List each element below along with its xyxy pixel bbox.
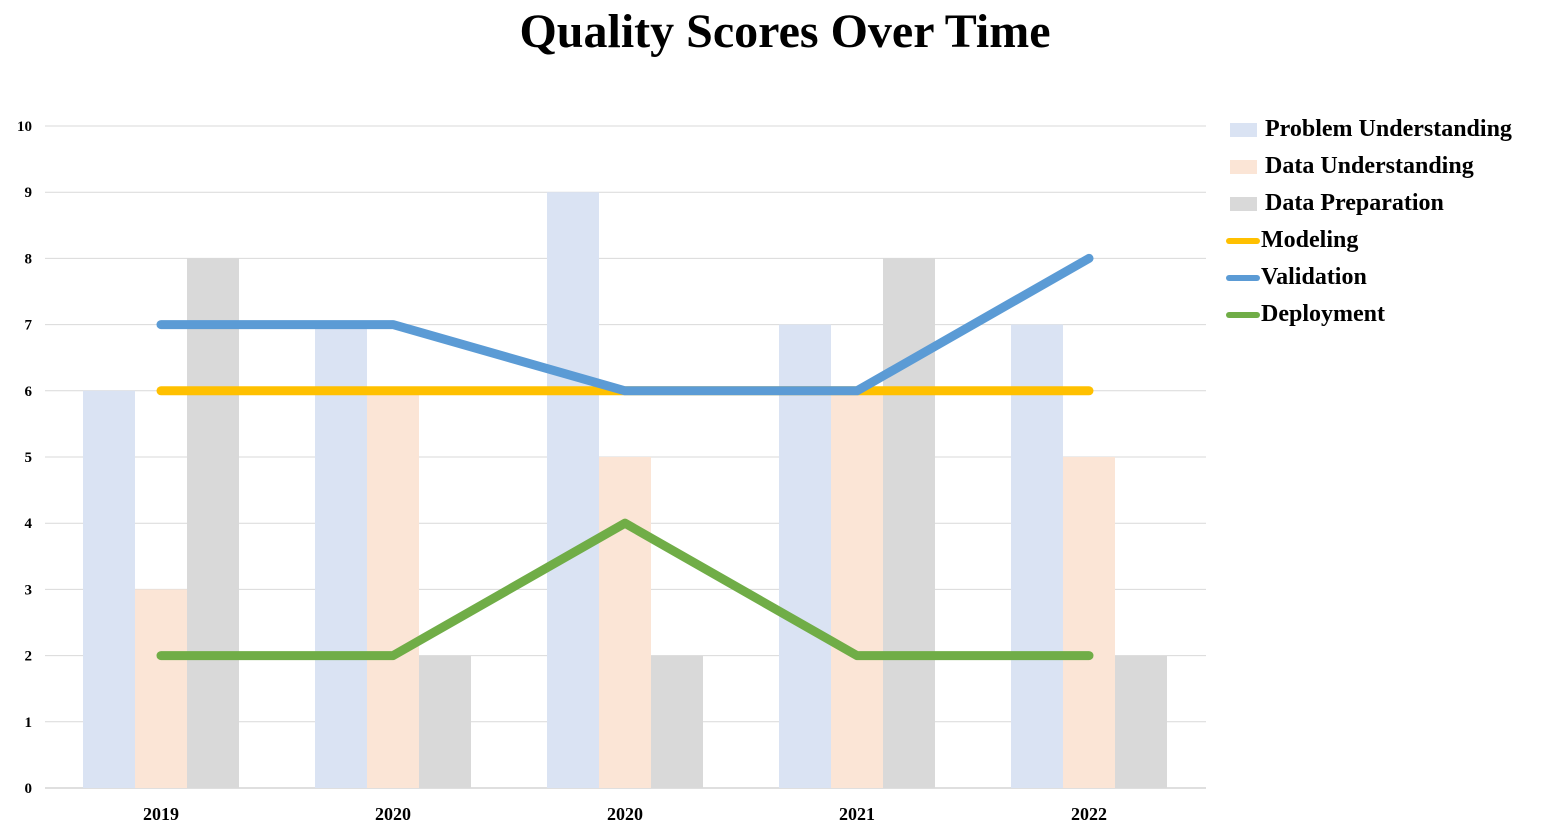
bar-marks <box>83 192 1167 788</box>
line-deployment <box>156 518 1094 661</box>
bar-problem-understanding-4 <box>1011 324 1063 788</box>
x-tick-1: 2020 <box>375 804 411 824</box>
legend-label: Data Preparation <box>1265 190 1444 216</box>
y-tick-10: 10 <box>17 119 32 135</box>
legend-label: Problem Understanding <box>1265 116 1512 142</box>
bar-data-preparation-0 <box>187 258 239 788</box>
y-tick-2: 2 <box>25 649 33 665</box>
legend-item-modeling: Modeling <box>1226 222 1512 259</box>
legend: Problem Understanding Data Understanding D… <box>1226 111 1512 333</box>
bar-data-understanding-2 <box>599 457 651 788</box>
bar-data-preparation-1 <box>419 655 471 788</box>
line-marks <box>156 253 1094 661</box>
y-tick-5: 5 <box>25 450 33 466</box>
y-tick-1: 1 <box>25 715 33 731</box>
legend-item-validation: Validation <box>1226 259 1512 296</box>
y-tick-4: 4 <box>25 516 33 532</box>
y-tick-9: 9 <box>25 185 33 201</box>
legend-swatch <box>1226 311 1260 318</box>
legend-swatch <box>1230 159 1257 174</box>
bar-data-understanding-1 <box>367 390 419 788</box>
legend-item-problem-understanding: Problem Understanding <box>1226 111 1512 148</box>
x-tick-4: 2022 <box>1071 804 1107 824</box>
legend-swatch <box>1226 274 1260 281</box>
legend-item-data-preparation: Data Preparation <box>1226 185 1512 222</box>
chart-title: Quality Scores Over Time <box>519 5 1051 58</box>
y-tick-7: 7 <box>25 318 33 334</box>
legend-swatch <box>1226 237 1260 244</box>
bar-data-preparation-3 <box>883 258 935 788</box>
bar-data-understanding-3 <box>831 390 883 788</box>
legend-label: Validation <box>1261 264 1367 290</box>
bar-problem-understanding-0 <box>83 390 135 788</box>
line-validation <box>156 253 1094 396</box>
legend-label: Modeling <box>1261 227 1359 253</box>
x-tick-3: 2021 <box>839 804 875 824</box>
bar-data-preparation-4 <box>1115 655 1167 788</box>
bar-problem-understanding-3 <box>779 324 831 788</box>
legend-item-data-understanding: Data Understanding <box>1226 148 1512 185</box>
y-tick-3: 3 <box>25 582 33 598</box>
legend-swatch <box>1230 196 1257 211</box>
legend-item-deployment: Deployment <box>1226 296 1512 333</box>
bar-problem-understanding-2 <box>547 192 599 788</box>
y-tick-0: 0 <box>25 781 33 797</box>
legend-label: Data Understanding <box>1265 153 1474 179</box>
bar-problem-understanding-1 <box>315 324 367 788</box>
x-tick-2: 2020 <box>607 804 643 824</box>
x-tick-0: 2019 <box>143 804 179 824</box>
legend-swatch <box>1230 122 1257 137</box>
y-tick-labels: 0 1 2 3 4 5 6 7 8 9 10 <box>17 119 33 797</box>
x-tick-labels: 2019 2020 2020 2021 2022 <box>143 804 1107 824</box>
bar-data-preparation-2 <box>651 655 703 788</box>
bar-data-understanding-0 <box>135 589 187 788</box>
legend-label: Deployment <box>1261 301 1385 327</box>
y-tick-8: 8 <box>25 251 33 267</box>
y-tick-6: 6 <box>25 384 33 400</box>
bar-data-understanding-4 <box>1063 457 1115 788</box>
